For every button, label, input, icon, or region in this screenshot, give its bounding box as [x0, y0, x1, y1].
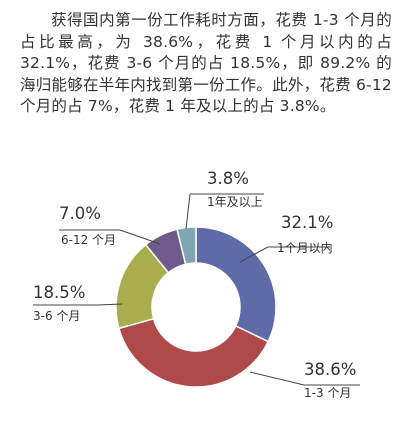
leader-line-1 — [239, 246, 269, 263]
donut-slice-5 — [176, 226, 197, 266]
leader-line-3 — [97, 303, 123, 306]
leader-line-2 — [249, 371, 305, 386]
slice-category-label-2: 1-3 个月 — [304, 386, 351, 400]
slice-category-label-1: 1个月以内 — [277, 241, 333, 255]
body-paragraph: 获得国内第一份工作耗时方面，花费 1-3 个月的占比最高，为 38.6%，花费 … — [20, 11, 392, 115]
slice-value-label-5: 3.8% — [207, 169, 249, 188]
slice-value-label-1: 32.1% — [281, 213, 333, 232]
leader-line-4 — [119, 229, 161, 245]
leader-line-5 — [185, 193, 191, 230]
slice-value-label-2: 38.6% — [304, 360, 356, 379]
slice-category-label-3: 3-6 个月 — [33, 309, 80, 323]
donut-slice-1 — [195, 226, 277, 343]
slice-category-label-5: 1年及以上 — [207, 195, 263, 209]
slice-category-label-4: 6-12 个月 — [61, 233, 116, 247]
slice-value-label-4: 7.0% — [59, 204, 101, 223]
donut-slice-2 — [117, 317, 270, 388]
slice-value-label-3: 18.5% — [33, 283, 85, 302]
